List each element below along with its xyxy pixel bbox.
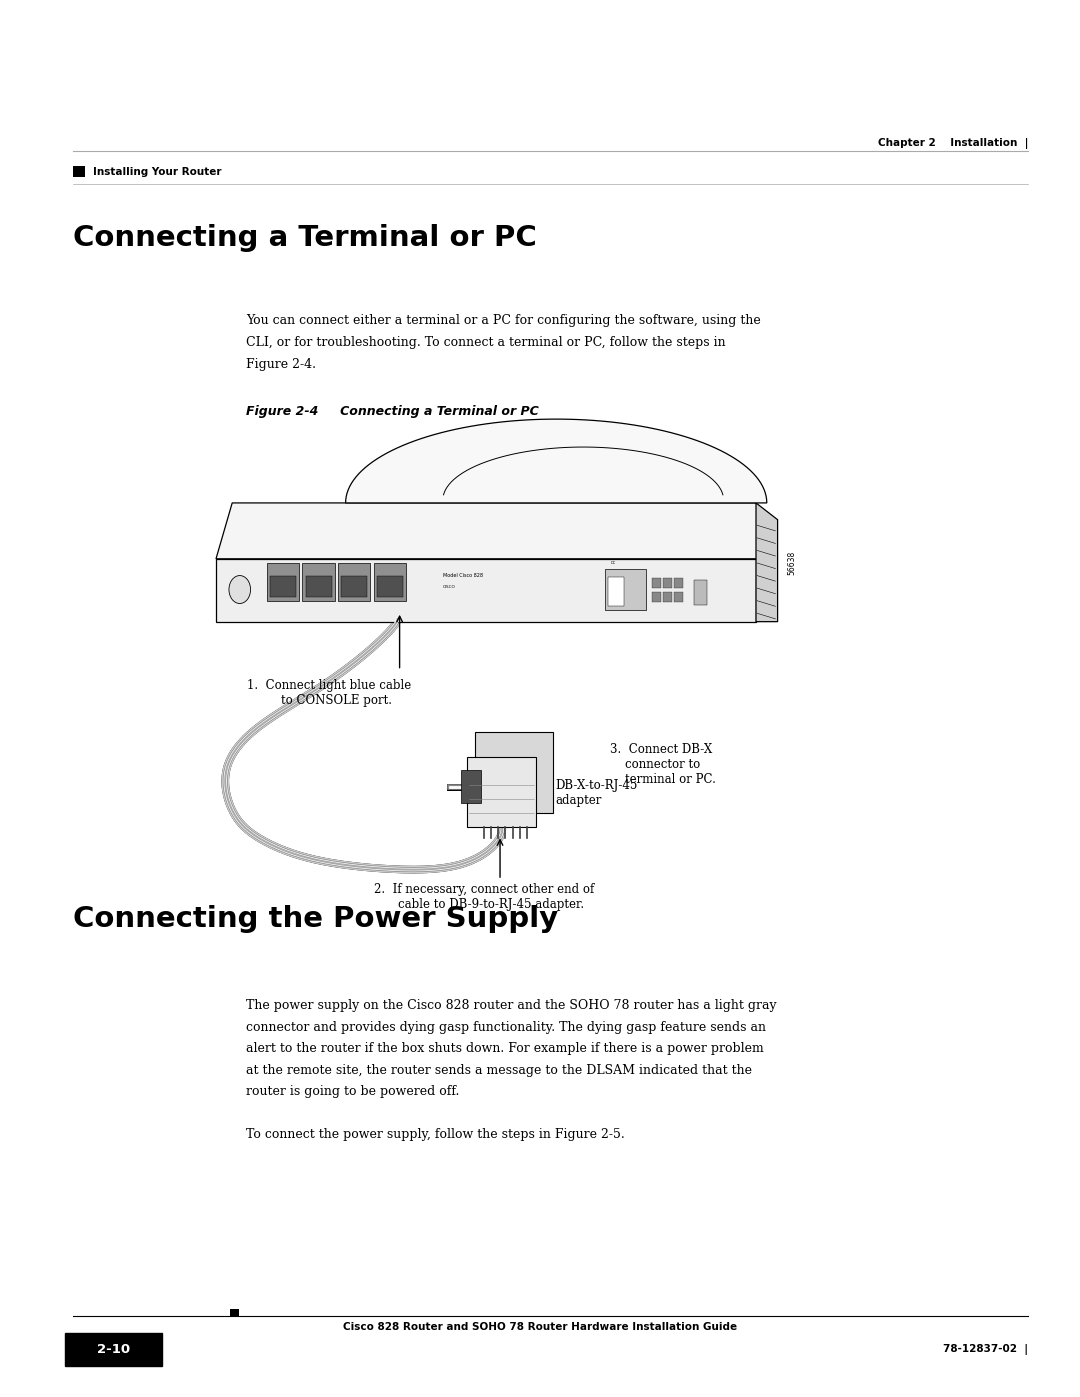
Text: Connecting a Terminal or PC: Connecting a Terminal or PC	[73, 224, 537, 251]
Bar	[461, 770, 481, 803]
Text: 2.  If necessary, connect other end of
    cable to DB-9-to-RJ-45 adapter.: 2. If necessary, connect other end of ca…	[374, 883, 594, 911]
Text: Installing Your Router: Installing Your Router	[93, 166, 221, 177]
Text: You can connect either a terminal or a PC for configuring the software, using th: You can connect either a terminal or a P…	[246, 314, 761, 327]
Text: Model Cisco 828: Model Cisco 828	[443, 573, 483, 578]
Text: 1.  Connect light blue cable
    to CONSOLE port.: 1. Connect light blue cable to CONSOLE p…	[247, 679, 411, 707]
Polygon shape	[756, 503, 778, 622]
Polygon shape	[346, 419, 767, 503]
Bar	[663, 592, 672, 602]
Bar	[674, 578, 683, 588]
Bar	[475, 732, 553, 813]
Bar	[267, 563, 299, 601]
Text: alert to the router if the box shuts down. For example if there is a power probl: alert to the router if the box shuts dow…	[246, 1042, 764, 1055]
Bar	[377, 576, 403, 597]
Text: Chapter 2    Installation  |: Chapter 2 Installation |	[878, 138, 1028, 149]
Bar	[230, 1309, 239, 1317]
Bar	[270, 576, 296, 597]
Bar	[652, 578, 661, 588]
Text: Connecting the Power Supply: Connecting the Power Supply	[73, 905, 558, 933]
Bar	[694, 580, 707, 605]
Text: Figure 2-4.: Figure 2-4.	[246, 358, 316, 370]
Bar	[73, 166, 85, 177]
Bar	[652, 592, 661, 602]
Bar	[467, 757, 536, 827]
Text: DC: DC	[611, 562, 616, 564]
Text: Cisco 828 Router and SOHO 78 Router Hardware Installation Guide: Cisco 828 Router and SOHO 78 Router Hard…	[343, 1322, 737, 1331]
Bar	[65, 1333, 162, 1366]
Text: Connecting a Terminal or PC: Connecting a Terminal or PC	[327, 405, 539, 418]
Bar	[663, 578, 672, 588]
Text: CLI, or for troubleshooting. To connect a terminal or PC, follow the steps in: CLI, or for troubleshooting. To connect …	[246, 335, 726, 349]
Text: at the remote site, the router sends a message to the DLSAM indicated that the: at the remote site, the router sends a m…	[246, 1065, 753, 1077]
Text: 56638: 56638	[787, 550, 796, 576]
Bar	[338, 563, 370, 601]
Bar	[306, 576, 332, 597]
Text: router is going to be powered off.: router is going to be powered off.	[246, 1085, 460, 1098]
Text: 78-12837-02  |: 78-12837-02 |	[943, 1344, 1028, 1355]
Text: The power supply on the Cisco 828 router and the SOHO 78 router has a light gray: The power supply on the Cisco 828 router…	[246, 999, 777, 1011]
Text: CISCO: CISCO	[443, 585, 456, 588]
Bar	[341, 576, 367, 597]
Bar	[608, 577, 624, 606]
Bar	[374, 563, 406, 601]
Text: Cisco 828 router: Cisco 828 router	[490, 432, 590, 446]
Polygon shape	[216, 559, 756, 622]
Text: To connect the power supply, follow the steps in Figure 2-5.: To connect the power supply, follow the …	[246, 1129, 625, 1141]
Text: connector and provides dying gasp functionality. The dying gasp feature sends an: connector and provides dying gasp functi…	[246, 1020, 766, 1034]
Text: DB-X-to-RJ-45
adapter: DB-X-to-RJ-45 adapter	[555, 780, 637, 807]
Polygon shape	[216, 503, 778, 559]
Text: Figure 2-4: Figure 2-4	[246, 405, 319, 418]
Circle shape	[229, 576, 251, 604]
Bar	[302, 563, 335, 601]
Bar	[674, 592, 683, 602]
Text: 3.  Connect DB-X
    connector to
    terminal or PC.: 3. Connect DB-X connector to terminal or…	[610, 743, 716, 787]
Text: 2-10: 2-10	[97, 1343, 130, 1356]
Bar	[605, 569, 646, 610]
